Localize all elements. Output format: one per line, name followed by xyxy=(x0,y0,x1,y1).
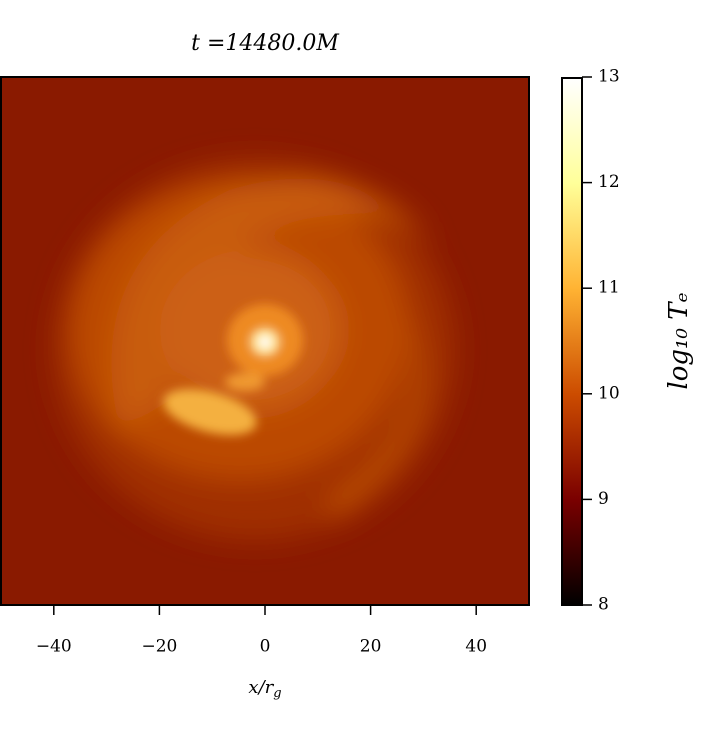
colorbar-tick-label: 12 xyxy=(598,172,620,192)
x-tick-label: 20 xyxy=(360,637,382,657)
colorbar-tick-label: 8 xyxy=(598,595,609,615)
colorbar-tick-label: 10 xyxy=(598,383,620,403)
x-axis-label: x/rg xyxy=(248,677,281,701)
x-tick-label: −20 xyxy=(141,637,177,657)
chart-title: t =14480.0M xyxy=(191,31,339,56)
colorbar xyxy=(561,77,583,606)
x-tick-label: −40 xyxy=(36,637,72,657)
x-tick-label: 40 xyxy=(465,637,487,657)
x-tick-label: 0 xyxy=(260,637,271,657)
heatmap xyxy=(1,77,529,605)
colorbar-tick-label: 13 xyxy=(598,67,620,87)
colorbar-tick-label: 9 xyxy=(598,489,609,509)
colorbar-label: log₁₀ Tₑ xyxy=(664,292,694,389)
colorbar-tick-label: 11 xyxy=(598,278,620,298)
